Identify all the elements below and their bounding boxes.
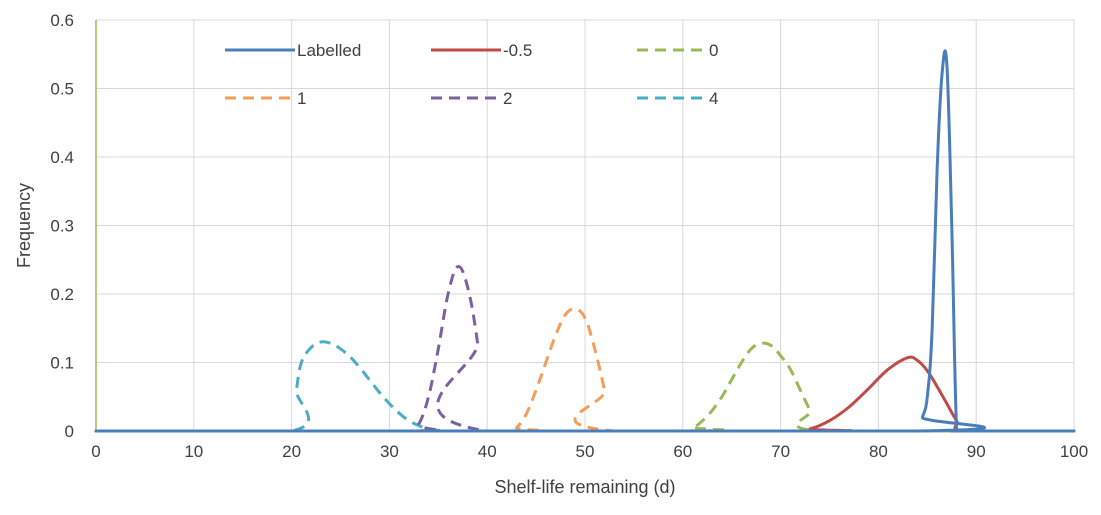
y-tick-label: 0.5	[50, 80, 74, 99]
x-tick-label: 60	[673, 442, 692, 461]
axes: 0 10 20 30 40 50 60 70 80 90 10000.10.20.30.40.50.…	[50, 11, 1088, 461]
x-tick-label: 70	[771, 442, 790, 461]
y-tick-label: 0	[65, 422, 74, 441]
x-tick-label: 80	[869, 442, 888, 461]
x-tick-label: 50	[576, 442, 595, 461]
series-line-1	[96, 307, 1074, 433]
legend-label-4: 4	[709, 89, 718, 108]
legend-label-2: 2	[503, 89, 512, 108]
x-tick-label: 40	[478, 442, 497, 461]
y-tick-label: 0.3	[50, 217, 74, 236]
x-tick-label: 20	[282, 442, 301, 461]
x-axis-title: Shelf-life remaining (d)	[494, 477, 675, 497]
series-line-labelled	[94, 49, 1076, 433]
x-tick-label: 90	[967, 442, 986, 461]
series-layer	[94, 49, 1076, 433]
x-tick-label: 10	[184, 442, 203, 461]
legend-label-labelled: Labelled	[297, 41, 361, 60]
x-tick-label: 0	[91, 442, 100, 461]
x-tick-label: 30	[380, 442, 399, 461]
y-axis-title: Frequency	[14, 183, 34, 268]
y-tick-label: 0.2	[50, 285, 74, 304]
legend-label-1: 1	[297, 89, 306, 108]
y-tick-label: 0.6	[50, 11, 74, 30]
y-tick-label: 0.1	[50, 354, 74, 373]
legend-label-0: 0	[709, 41, 718, 60]
x-tick-label: 100	[1060, 442, 1088, 461]
legend-label-0-5: -0.5	[503, 41, 532, 60]
legend: Labelled -0.5 0 1 2 4	[225, 41, 718, 108]
y-tick-label: 0.4	[50, 148, 74, 167]
